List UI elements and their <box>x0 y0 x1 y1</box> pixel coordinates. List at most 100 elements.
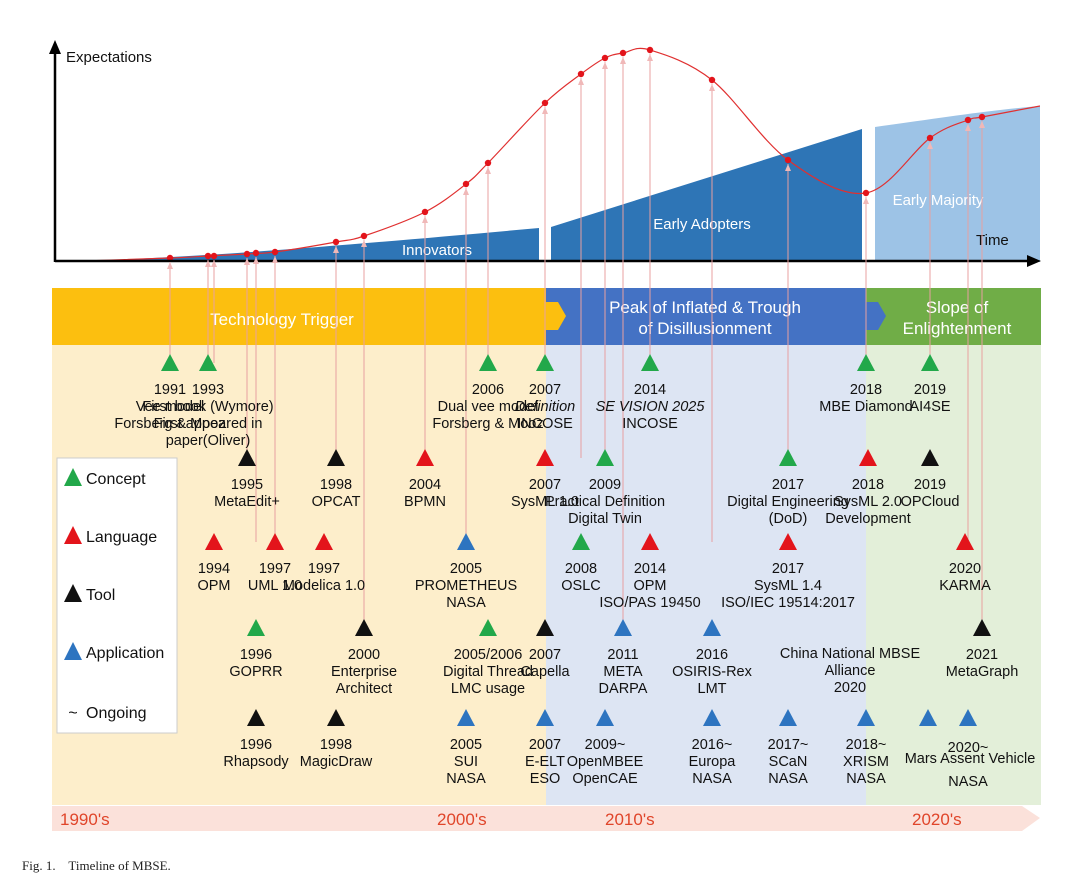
legend-language-triangle-icon <box>64 526 82 544</box>
curve-point <box>577 70 585 78</box>
concept-triangle-icon <box>921 354 939 371</box>
connector-arrow-icon <box>602 62 608 69</box>
event-label-line: OPCAT <box>312 494 361 510</box>
application-triangle-icon <box>457 533 475 550</box>
event-label-line: OpenMBEE <box>567 754 644 770</box>
event-label-line: 2009~ <box>585 737 626 753</box>
concept-triangle-icon <box>479 354 497 371</box>
phase-label-peak-line1: Peak of Inflated & Trough <box>609 298 801 317</box>
concept-triangle-icon <box>641 354 659 371</box>
phase-label-technology-trigger: Technology Trigger <box>210 310 354 329</box>
event-label-line: Definition <box>515 399 575 415</box>
event-label-line: 2000 <box>348 647 380 663</box>
event-label-line: 2018 <box>850 382 882 398</box>
curve-point <box>462 180 470 188</box>
event-label-line: Capella <box>520 664 570 680</box>
application-triangle-icon <box>596 709 614 726</box>
connector-arrow-icon <box>463 188 469 195</box>
event-label-line: SysML 2.0 <box>834 494 902 510</box>
event-label-line: 2020 <box>949 561 981 577</box>
language-triangle-icon <box>956 533 974 550</box>
event-label-line: Modelica 1.0 <box>283 578 365 594</box>
concept-triangle-icon <box>247 619 265 636</box>
legend-label: Concept <box>86 471 146 488</box>
event-label-line: 1993 <box>192 382 224 398</box>
x-axis-arrow <box>1027 255 1041 267</box>
legend-label: Language <box>86 529 157 546</box>
application-triangle-icon <box>703 619 721 636</box>
event-label-line: 1995 <box>231 477 263 493</box>
event-label-line: Digital Thread <box>443 664 533 680</box>
event-label-line: 2016 <box>696 647 728 663</box>
event-label-line: 2007 <box>529 382 561 398</box>
y-axis-arrow <box>49 40 61 54</box>
tool-triangle-icon <box>355 619 373 636</box>
connector-arrow-icon <box>863 197 869 204</box>
phase-label-peak-line2: of Disillusionment <box>638 319 771 338</box>
era-2000s: 2000's <box>437 810 487 829</box>
legend-item-tool: Tool <box>64 584 115 604</box>
era-2020s: 2020's <box>912 810 962 829</box>
y-axis-title: Expectations <box>66 49 152 66</box>
curve-point <box>619 49 627 57</box>
event-label-line: MagicDraw <box>300 754 373 770</box>
event-label-line: ISO/PAS 19450 <box>599 595 700 611</box>
event-label-line: 2019 <box>914 477 946 493</box>
event-label-line: NASA <box>948 774 988 790</box>
event-label-line: 1998 <box>320 477 352 493</box>
event-label-line: 1996 <box>240 647 272 663</box>
event-label-line: NASA <box>446 595 486 611</box>
curve-point <box>862 189 870 197</box>
event-label-line: PROMETHEUS <box>415 578 517 594</box>
event-label-line: 2020~ <box>948 740 989 756</box>
adoption-areas: Innovators Early Adopters Early Majority <box>55 106 1040 262</box>
application-triangle-icon <box>919 709 937 726</box>
connector-arrow-icon <box>167 262 173 269</box>
event-label-line: KARMA <box>939 578 991 594</box>
event-label-line: 2005 <box>450 737 482 753</box>
connector-arrow-icon <box>542 107 548 114</box>
event-label-line: 2007 <box>529 477 561 493</box>
event-label-line: 1991 <box>154 382 186 398</box>
curve-point <box>601 54 609 62</box>
connector-arrow-icon <box>361 240 367 247</box>
figure-caption: Fig. 1. Timeline of MBSE. <box>22 858 171 873</box>
event-label-line: MetaEdit+ <box>214 494 280 510</box>
event-label-line: Architect <box>336 681 392 697</box>
connector-arrow-icon <box>205 260 211 267</box>
x-axis-title: Time <box>976 232 1009 249</box>
adoption-band-innovators: Innovators <box>402 242 472 259</box>
event-label-line: OPM <box>197 578 230 594</box>
connector-arrow-icon <box>422 216 428 223</box>
application-triangle-icon <box>959 709 977 726</box>
curve-point <box>360 232 368 240</box>
tool-triangle-icon <box>247 709 265 726</box>
connector-arrow-icon <box>333 246 339 253</box>
tool-triangle-icon <box>238 449 256 466</box>
event-label-line: 2011 <box>607 647 638 663</box>
legend-tool-triangle-icon <box>64 584 82 602</box>
event-label-line: MetaGraph <box>946 664 1019 680</box>
phase-bar: Technology Trigger Peak of Inflated & Tr… <box>52 288 1041 345</box>
application-triangle-icon <box>857 709 875 726</box>
curve-point <box>252 249 260 257</box>
event-label-line: XRISM <box>843 754 889 770</box>
legend-item-application: Application <box>64 642 164 662</box>
event-label-line: 1998 <box>320 737 352 753</box>
phase-technology-trigger <box>52 288 546 345</box>
